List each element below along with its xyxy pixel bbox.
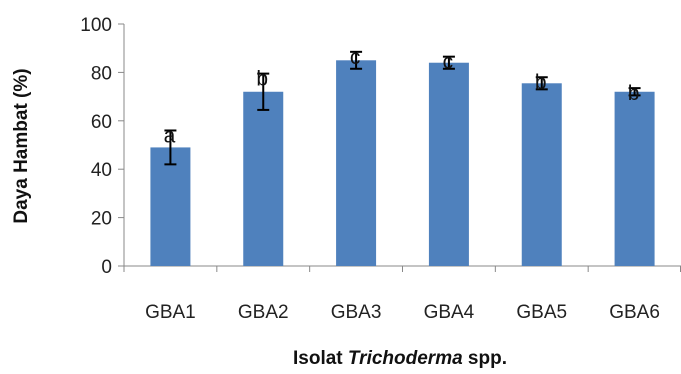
error-bar-gba6: [628, 87, 641, 97]
category-label-gba2: GBA2: [238, 302, 289, 323]
y-tick-label: 0: [101, 257, 112, 278]
x-axis-title: Isolat Trichoderma spp.: [293, 348, 507, 369]
data-label-gba4: c: [443, 51, 454, 74]
category-label-gba3: GBA3: [331, 302, 382, 323]
data-label-gba5: b: [535, 71, 547, 94]
error-bars: [164, 50, 641, 166]
error-bar-gba2: [257, 72, 270, 111]
category-label-gba5: GBA5: [516, 302, 567, 323]
error-bar-gba4: [442, 55, 455, 70]
y-tick-label: 20: [91, 209, 112, 230]
data-label-gba3: c: [350, 46, 361, 69]
bar-gba4: [428, 62, 469, 266]
y-tick-label: 40: [91, 160, 112, 181]
data-label-gba6: b: [628, 82, 640, 105]
x-axis-title-suffix: spp.: [463, 348, 507, 369]
bar-gba3: [336, 60, 377, 266]
x-axis-title-italic: Trichoderma: [348, 348, 463, 369]
y-axis-title: Daya Hambat (%): [11, 68, 32, 223]
category-labels: GBA1 GBA2 GBA3 GBA4 GBA5 GBA6: [145, 302, 660, 323]
bar-gba1: [150, 147, 191, 266]
error-bar-gba5: [535, 76, 548, 91]
y-tick-label: 100: [80, 15, 112, 36]
x-axis-title-prefix: Isolat: [293, 348, 348, 369]
bar-gba6: [614, 91, 655, 266]
y-axis: 0 20 40 60 80 100: [80, 15, 125, 278]
bar-gba5: [521, 83, 562, 266]
x-axis: [123, 265, 681, 272]
y-tick-label: 60: [91, 112, 112, 133]
bars: [150, 60, 655, 266]
data-labels: a b c c b b: [164, 46, 640, 148]
data-label-gba2: b: [256, 68, 268, 91]
category-label-gba1: GBA1: [145, 302, 196, 323]
bar-gba2: [243, 91, 284, 266]
error-bar-gba1: [164, 129, 177, 166]
category-label-gba6: GBA6: [609, 302, 660, 323]
y-tick-label: 80: [91, 63, 112, 84]
error-bar-gba3: [350, 50, 363, 70]
category-label-gba4: GBA4: [424, 302, 475, 323]
data-label-gba1: a: [164, 124, 176, 147]
